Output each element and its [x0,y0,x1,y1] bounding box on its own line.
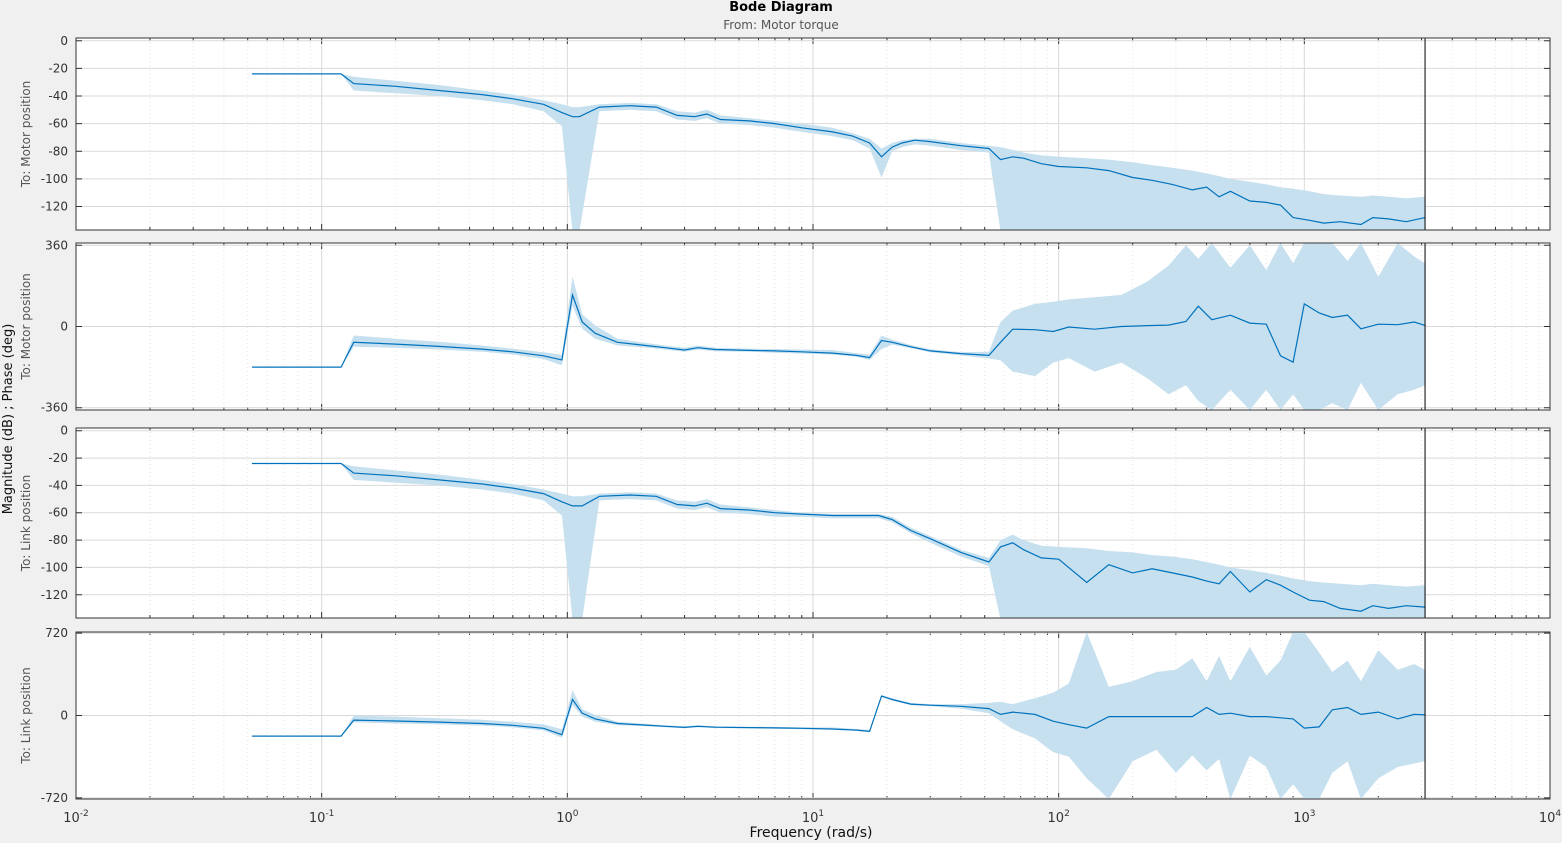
x-tick-label: 101 [802,809,824,826]
y-tick-label: -720 [41,791,68,805]
y-tick-label: -40 [48,89,68,103]
y-tick-label: -360 [41,401,68,415]
y-tick-label: 0 [60,424,68,438]
bode-panel-4: 720 0 -720 To: Link position [19,626,1551,805]
plot-frame [75,427,1551,619]
bode-panel-3: 0 -20 -40 -60 -80 -100 -120 To: Link position [19,424,1551,619]
confidence-band [251,463,1425,618]
y-tick-label: -120 [41,588,68,602]
y-tick-label: -60 [48,506,68,520]
y-tick-label: 720 [45,626,68,640]
y-tick-label: -100 [41,560,68,574]
y-tick-label: -80 [48,533,68,547]
response-line [251,695,1426,737]
response-line [251,73,1426,226]
response-line [251,292,1426,368]
plot-frame [75,242,1551,411]
panel-ylabel: To: Motor position [19,81,33,189]
x-tick-label: 103 [1293,809,1315,826]
bode-panel-1: 0 -20 -40 -60 -80 -100 -120 To: Motor position [19,34,1551,231]
x-tick-label: 104 [1539,809,1562,826]
plot-frame [75,37,1551,231]
y-tick-label: -60 [48,117,68,131]
confidence-band [251,632,1425,799]
y-tick-label: -100 [41,172,68,186]
x-tick-label: 100 [556,809,579,826]
y-tick-label: -20 [48,451,68,465]
chart-subtitle: From: Motor torque [723,18,839,32]
x-tick-label: 10-1 [309,809,335,826]
panel-ylabel: To: Motor position [19,273,33,381]
y-tick-label: 0 [60,320,68,334]
y-tick-label: -40 [48,478,68,492]
y-tick-label: 0 [60,709,68,723]
plot-frame [75,631,1551,800]
y-tick-label: 0 [60,34,68,48]
panel-ylabel: To: Link position [19,475,33,572]
y-tick-label: -20 [48,61,68,75]
response-line [251,462,1426,612]
x-axis-label: Frequency (rad/s) [749,825,873,841]
chart-title: Bode Diagram [729,0,833,15]
x-tick-label: 102 [1048,809,1070,826]
bode-panel-2: 360 0 -360 To: Motor position [19,238,1551,415]
confidence-band [251,73,1425,230]
y-tick-label: -120 [41,200,68,214]
shared-y-axis-label: Magnitude (dB) ; Phase (deg) [1,324,16,515]
panel-ylabel: To: Link position [19,667,33,764]
confidence-band [251,243,1425,410]
y-tick-label: -80 [48,144,68,158]
y-tick-label: 360 [45,238,68,252]
x-tick-label: 10-2 [63,809,89,826]
